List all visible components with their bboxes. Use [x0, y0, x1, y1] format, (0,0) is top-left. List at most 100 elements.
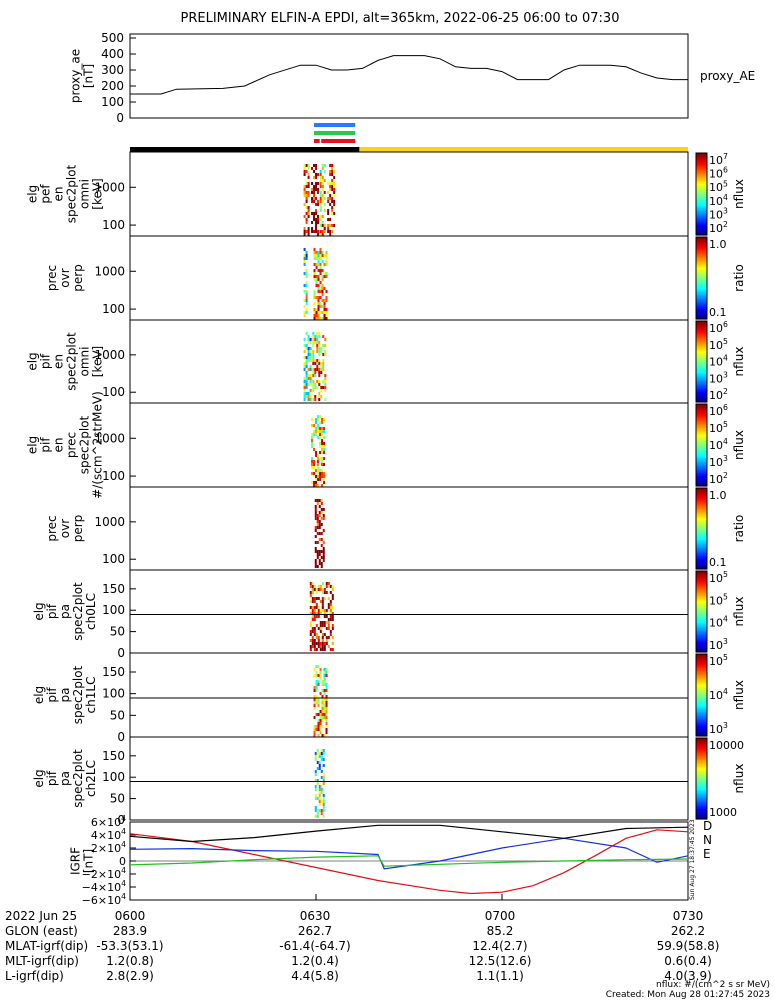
spec-pixel	[320, 758, 323, 761]
spec-pixel	[325, 701, 328, 704]
spec-pixel	[325, 683, 328, 686]
colorbar-band	[696, 470, 707, 473]
spec-pixel	[307, 335, 310, 338]
spec-pixel	[325, 639, 328, 642]
spec-pixel	[317, 674, 320, 677]
spec-pixel	[307, 173, 310, 176]
spec-pixel	[313, 648, 316, 651]
spec-pixel	[319, 305, 322, 308]
spec-pixel	[317, 636, 320, 639]
colorbar-band	[696, 381, 707, 384]
spec-ytick-label: 150	[102, 665, 125, 679]
spec-pixel	[327, 621, 330, 624]
spec-pixel	[321, 290, 324, 293]
spec-pixel	[314, 559, 317, 562]
spec-pixel	[325, 254, 328, 257]
spec-pixel	[323, 191, 326, 194]
colorbar-band	[696, 767, 707, 770]
colorbar-band	[696, 542, 707, 544]
spec-pixel	[307, 338, 310, 341]
colorbar-band	[696, 203, 707, 206]
spec-pixel	[331, 179, 334, 182]
colorbar-band	[696, 674, 707, 677]
spec-pixel	[307, 233, 310, 236]
orbit-mlt-0730: 0.6(0.4)	[664, 954, 712, 968]
colorbar-band	[696, 219, 707, 222]
spec-pixel	[305, 251, 308, 254]
spec-pixel	[313, 200, 316, 203]
spec-pixel	[305, 164, 308, 167]
spec-pixel	[329, 606, 332, 609]
colorbar-band	[696, 392, 707, 395]
colorbar-band	[696, 383, 707, 386]
colorbar-band	[696, 451, 707, 454]
colorbar-band	[696, 449, 707, 452]
spec-pixel	[314, 797, 317, 800]
spec-pixel	[318, 505, 321, 508]
spec-pixel	[312, 335, 315, 338]
spec-pixel	[322, 508, 325, 511]
spec-pixel	[314, 770, 317, 773]
time-tick-0700: 0700	[485, 909, 516, 923]
spec-pixel	[314, 550, 317, 553]
spec-pixel	[315, 648, 318, 651]
spec-ylabel: precovrperp	[45, 515, 85, 543]
spec-pixel	[331, 188, 334, 191]
colorbar-band	[696, 494, 707, 497]
spec-pixel	[309, 398, 312, 401]
colorbar-band	[696, 462, 707, 465]
spec-pixel	[316, 332, 319, 335]
colorbar-band	[696, 708, 707, 711]
spec-pixel	[305, 356, 308, 359]
spec-pixel	[321, 609, 324, 612]
orbit-glon-0630: 262.7	[298, 924, 332, 938]
spec-pixel	[318, 809, 321, 812]
spec-pixel	[303, 164, 306, 167]
colorbar-tick-label: 106	[709, 166, 728, 181]
spec-pixel	[315, 636, 318, 639]
colorbar-band	[696, 802, 707, 805]
footer-created: Created: Mon Aug 28 01:27:45 2023	[606, 990, 770, 1000]
colorbar-band	[696, 743, 707, 746]
colorbar-band	[696, 172, 707, 175]
spec-pixel	[313, 728, 316, 731]
spec-pixel	[303, 191, 306, 194]
colorbar-band	[696, 626, 707, 629]
spec-pixel	[315, 203, 318, 206]
colorbar-band	[696, 528, 707, 531]
colorbar-band	[696, 408, 707, 411]
igrf-ytick-label: 0	[119, 855, 126, 868]
spec-pixel	[333, 170, 336, 173]
spec-pixel	[333, 203, 336, 206]
spec-pixel	[327, 227, 330, 230]
colorbar-band	[696, 323, 707, 326]
spec-pixel	[307, 182, 310, 185]
spec-pixel	[327, 645, 330, 648]
spec-pixel	[321, 689, 324, 692]
colorbar-band	[696, 631, 707, 634]
spec-pixel	[309, 356, 312, 359]
colorbar-frame	[695, 487, 708, 570]
spec-pixel	[311, 597, 314, 600]
colorbar-band	[696, 610, 707, 613]
colorbar-band	[696, 431, 707, 434]
colorbar-band	[696, 442, 707, 445]
spec-pixel	[322, 776, 325, 779]
colorbar-band	[696, 783, 707, 786]
spec-pixel	[316, 350, 319, 353]
spec-pixel	[319, 185, 322, 188]
colorbar-band	[696, 350, 707, 353]
spec-pixel	[316, 499, 319, 502]
colorbar-band	[696, 712, 707, 715]
spec-pixel	[315, 674, 318, 677]
spec-pixel	[315, 671, 318, 674]
spec-pixel	[305, 392, 308, 395]
spec-pixel	[322, 794, 325, 797]
spec-pixel	[315, 606, 318, 609]
colorbar-band	[696, 211, 707, 214]
colorbar-tick-label: 105	[709, 570, 728, 585]
spec-pixel	[323, 197, 326, 200]
colorbar-label: ratio	[732, 264, 746, 292]
spec-pixel	[323, 287, 326, 290]
